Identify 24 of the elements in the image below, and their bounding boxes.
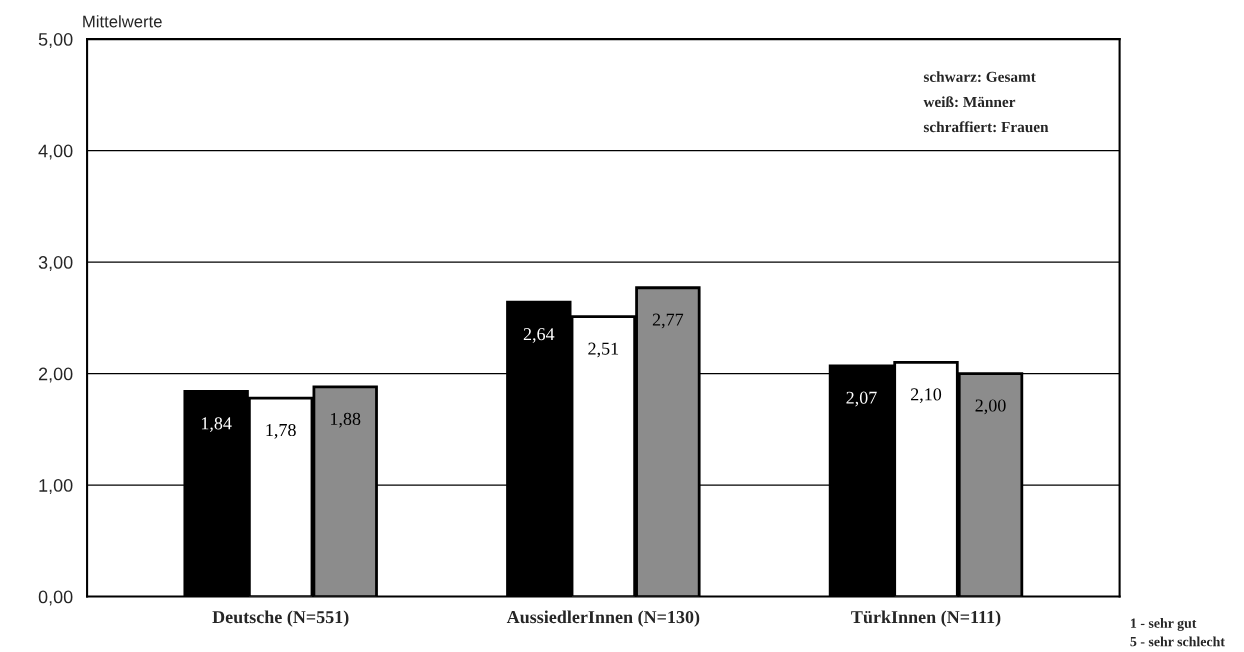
- text: 1 - sehr gut: [1131, 618, 1197, 631]
- data-label: 2,10: [911, 388, 942, 404]
- x-tick-label: Deutsche (N=551): [212, 610, 349, 627]
- data-label: 2,64: [523, 328, 555, 343]
- text: 5 - sehr schlecht: [1130, 636, 1225, 647]
- data-label: 2,00: [975, 399, 1006, 415]
- annotation: weiß: Männer: [923, 96, 1016, 108]
- y-tick-label: 2,00: [38, 367, 73, 383]
- x-tick-label: AussiedlerInnen (N=130): [506, 610, 700, 627]
- x-tick-label: TürkInnen (N=111): [851, 610, 1001, 627]
- annotation: schwarz: Gesamt: [923, 71, 1036, 83]
- y-axis-title: Mittelwerte: [83, 15, 162, 28]
- annotation: schraffiert: Frauen: [923, 121, 1049, 133]
- data-label: 1,84: [201, 417, 232, 433]
- data-label: 2,51: [588, 342, 619, 358]
- data-label: 1,78: [266, 423, 296, 439]
- y-tick-label: 5,00: [38, 33, 73, 48]
- y-tick-label: 1,00: [39, 479, 73, 494]
- y-tick-label: 4,00: [38, 144, 73, 160]
- y-tick-label: 3,00: [38, 256, 73, 271]
- data-label: 2,77: [652, 313, 684, 329]
- data-label: 2,07: [846, 391, 877, 407]
- y-tick-label: 0,00: [38, 590, 73, 606]
- data-label: 1,88: [331, 412, 361, 428]
